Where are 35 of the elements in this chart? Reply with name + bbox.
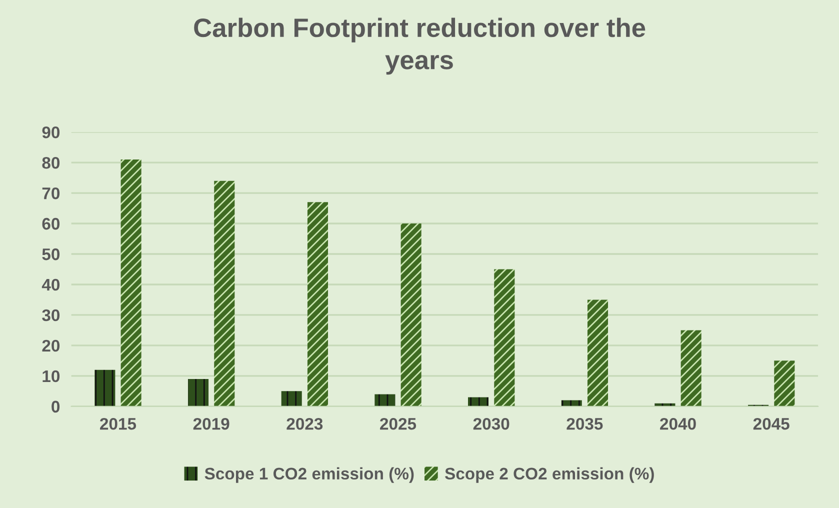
bar: [680, 330, 702, 406]
bar: [281, 391, 302, 406]
x-tick-label: 2045: [753, 418, 790, 430]
y-tick-label: 70: [42, 187, 60, 200]
y-tick-label: 50: [42, 248, 60, 260]
legend-label: Scope 1 CO2 emission (%): [204, 467, 414, 483]
y-tick-label: 0: [52, 400, 60, 413]
x-tick-label: 2015: [100, 418, 136, 430]
x-tick-label: 2019: [193, 418, 230, 430]
bar: [587, 300, 608, 406]
y-tick-label: 20: [42, 340, 60, 352]
y-tick-label: 90: [42, 126, 60, 138]
bar: [120, 160, 142, 406]
bar: [94, 370, 116, 406]
bar: [307, 202, 328, 406]
y-tick-label: 80: [42, 156, 60, 169]
bar: [494, 269, 515, 406]
bar: [400, 224, 422, 406]
y-tick-label: 10: [42, 370, 60, 382]
y-tick-label: 40: [42, 278, 60, 291]
bar: [374, 394, 396, 406]
bar: [774, 360, 795, 406]
bar: [468, 397, 489, 406]
x-tick-label: 2025: [380, 418, 416, 430]
legend-label: Scope 2 CO2 emission (%): [444, 467, 654, 483]
x-tick-label: 2035: [566, 418, 603, 430]
x-tick-label: 2030: [473, 418, 510, 430]
bar: [188, 378, 209, 406]
bar: [561, 400, 582, 406]
x-tick-label: 2040: [660, 418, 696, 430]
x-tick-label: 2023: [286, 418, 323, 430]
bar: [214, 180, 235, 406]
y-tick-label: 30: [42, 309, 60, 322]
chart-title: Carbon Footprint reduction over the years: [194, 18, 646, 75]
y-tick-label: 60: [42, 218, 60, 230]
